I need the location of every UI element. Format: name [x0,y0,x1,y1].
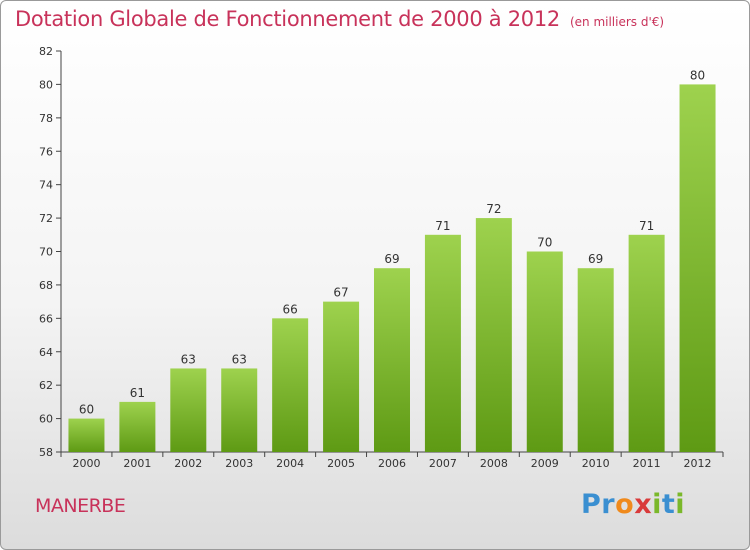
bar-value-label: 63 [232,352,247,366]
y-tick-label: 58 [39,446,53,459]
x-tick-label: 2009 [531,457,559,470]
bar [374,268,410,452]
bar-value-label: 60 [79,403,94,417]
bar-value-label: 70 [537,236,552,250]
y-tick-label: 82 [39,45,53,58]
logo-letter: i [675,489,686,520]
y-tick-label: 78 [39,112,53,125]
logo-letter: o [615,489,635,520]
x-tick-label: 2003 [225,457,253,470]
x-tick-label: 2012 [684,457,712,470]
x-tick-label: 2006 [378,457,406,470]
bar-value-label: 71 [435,219,450,233]
x-tick-label: 2011 [633,457,661,470]
bar-value-label: 66 [283,302,298,316]
data-labels: 60 61 63 63 66 67 69 71 72 70 69 71 80 [79,68,705,416]
y-tick-label: 76 [39,145,53,158]
bar [170,368,207,452]
title-text: Dotation Globale de Fonctionnement de 20… [15,7,560,31]
y-tick-label: 70 [39,246,53,259]
x-tick-label: 2010 [582,457,610,470]
unit-note: (en milliers d'€) [569,15,665,29]
x-tick-label: 2000 [72,457,100,470]
chart-title: Dotation Globale de Fonctionnement de 20… [15,7,664,31]
logo-letter: P [581,489,602,520]
y-tick-label: 74 [39,179,53,192]
bar-value-label: 71 [639,219,654,233]
bar [272,318,309,452]
bar-value-label: 72 [486,202,501,216]
logo-letter: t [661,489,676,520]
x-tick-label: 2004 [276,457,304,470]
bar [679,84,716,453]
bar [628,234,665,452]
x-tick-label: 2008 [480,457,508,470]
x-tick-label: 2007 [429,457,457,470]
bar-value-label: 61 [130,386,145,400]
bar [577,268,614,452]
y-tick-label: 62 [39,379,53,392]
logo-letter: r [601,489,616,520]
bar-value-label: 69 [588,252,603,266]
logo-letter: x [634,489,653,520]
y-axis: 58 60 62 64 66 68 70 72 74 76 78 80 82 [39,45,62,459]
bar [68,418,105,452]
y-tick-label: 60 [39,413,53,426]
bar-value-label: 63 [181,352,196,366]
x-tick-label: 2001 [123,457,151,470]
bar-value-label: 69 [384,252,399,266]
y-tick-label: 66 [39,312,53,325]
bar [221,368,258,452]
bar-value-label: 67 [333,286,348,300]
x-tick-label: 2002 [174,457,202,470]
bar [323,301,360,452]
bar [424,234,461,452]
y-tick-label: 64 [39,346,53,359]
y-tick-label: 68 [39,279,53,292]
x-tick-label: 2005 [327,457,355,470]
y-tick-label: 80 [39,78,53,91]
bar [475,218,512,452]
proxiti-logo: Proxiti [581,489,685,520]
bar [119,401,156,452]
bar [526,251,563,452]
bars [68,84,716,453]
commune-name: MANERBE [35,495,126,517]
y-tick-label: 72 [39,212,53,225]
x-axis: 2000 2001 2002 2003 2004 2005 2006 2007 2008 2009… [60,451,724,470]
logo-letter: i [652,489,662,520]
bar-value-label: 80 [690,68,705,82]
